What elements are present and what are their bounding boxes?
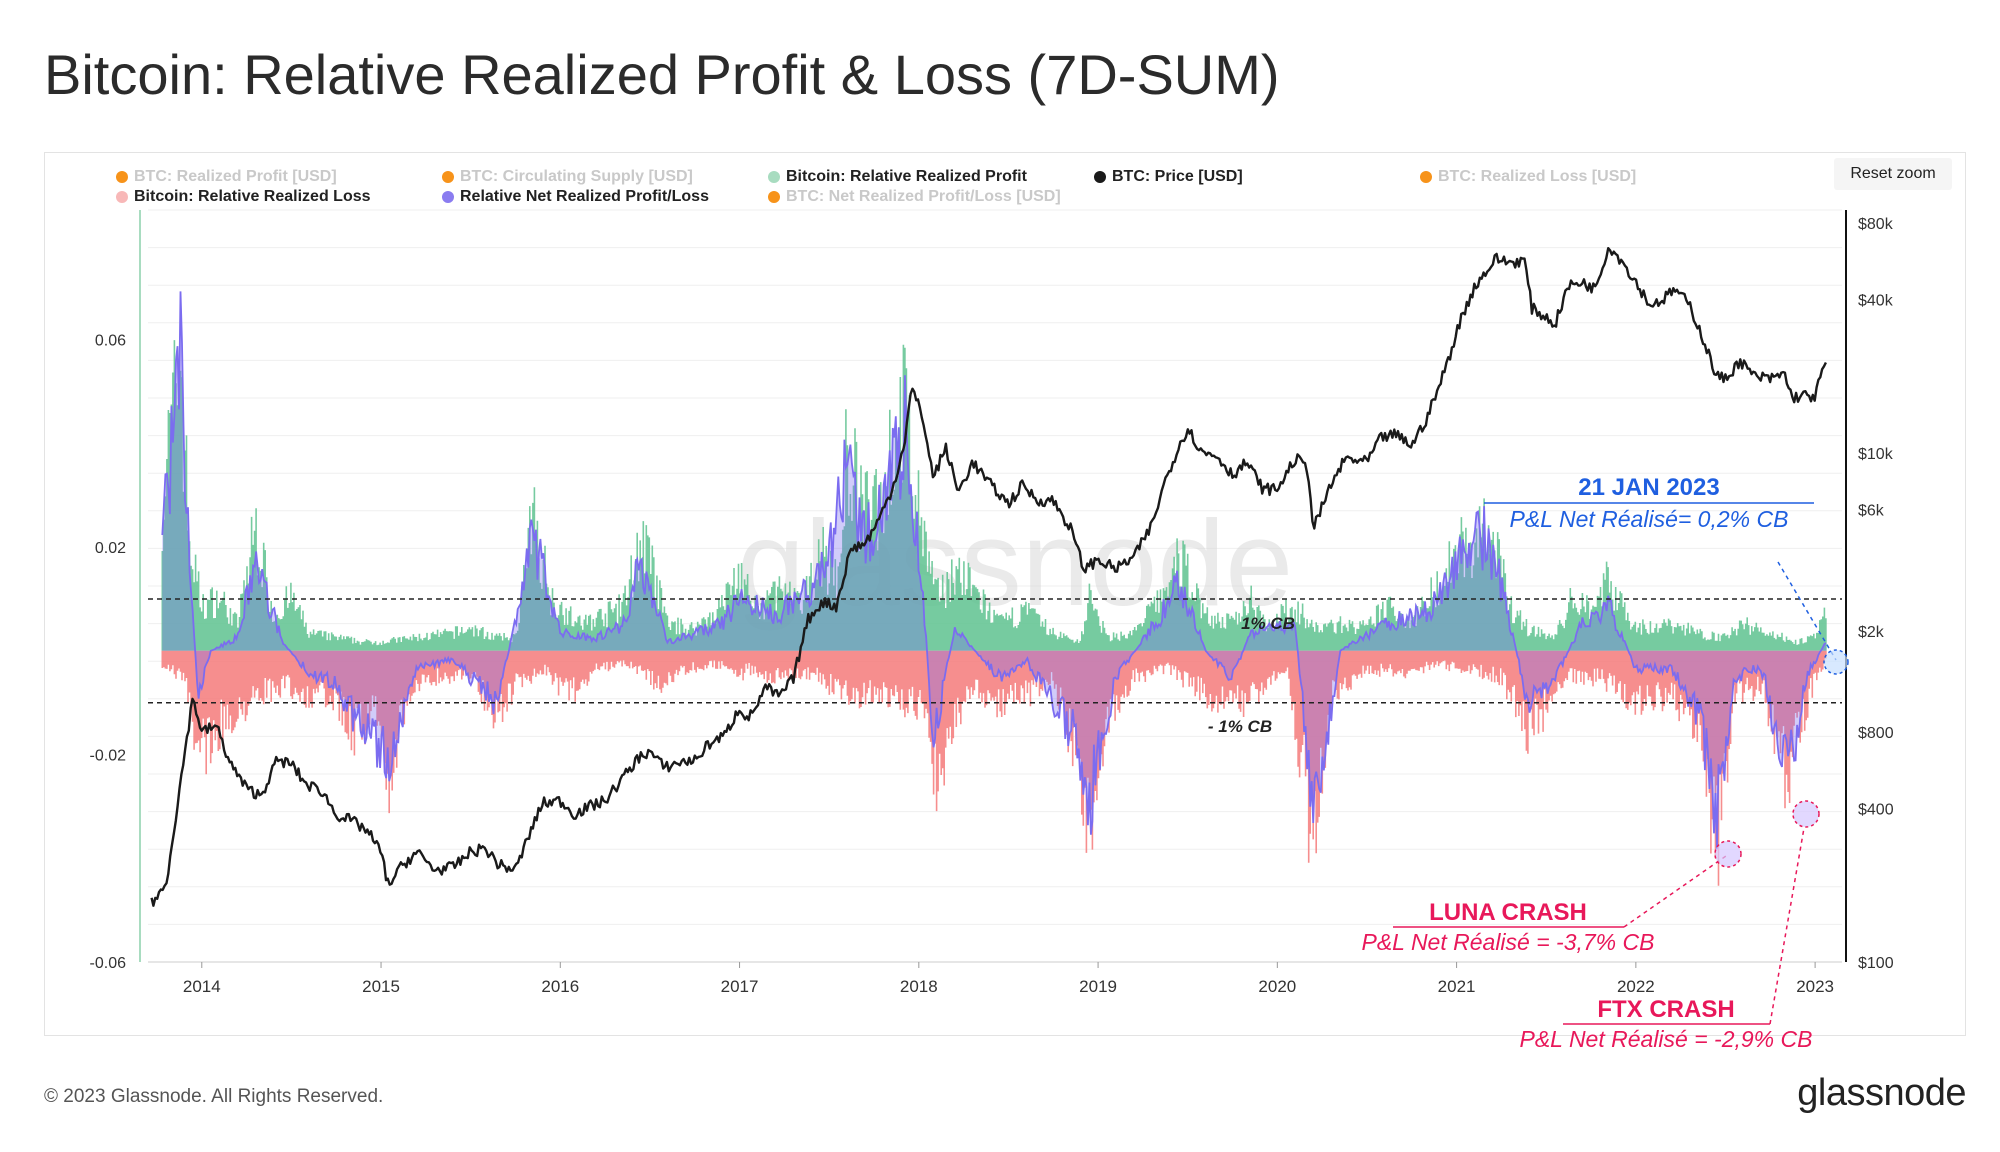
legend-dot xyxy=(1094,171,1106,183)
legend-item-4[interactable]: BTC: Realized Loss [USD] xyxy=(1420,168,1636,186)
legend-label: Bitcoin: Relative Realized Loss xyxy=(134,188,371,205)
brand-logo: glassnode xyxy=(1797,1072,1966,1114)
legend-item-5[interactable]: Bitcoin: Relative Realized Loss xyxy=(116,188,371,206)
legend-label: BTC: Realized Profit [USD] xyxy=(134,168,337,185)
legend-dot xyxy=(116,171,128,183)
legend-item-0[interactable]: BTC: Realized Profit [USD] xyxy=(116,168,337,186)
legend-dot xyxy=(768,171,780,183)
legend-item-3[interactable]: BTC: Price [USD] xyxy=(1094,168,1243,186)
legend-item-1[interactable]: BTC: Circulating Supply [USD] xyxy=(442,168,693,186)
legend-label: Relative Net Realized Profit/Loss xyxy=(460,188,709,205)
footer-copyright: © 2023 Glassnode. All Rights Reserved. xyxy=(44,1086,384,1107)
legend-dot xyxy=(768,191,780,203)
page-title: Bitcoin: Relative Realized Profit & Loss… xyxy=(44,43,1280,106)
legend-dot xyxy=(442,171,454,183)
legend-item-7[interactable]: BTC: Net Realized Profit/Loss [USD] xyxy=(768,188,1061,206)
legend-label: BTC: Price [USD] xyxy=(1112,168,1243,185)
legend-label: BTC: Realized Loss [USD] xyxy=(1438,168,1637,185)
legend-item-2[interactable]: Bitcoin: Relative Realized Profit xyxy=(768,168,1027,186)
legend-item-6[interactable]: Relative Net Realized Profit/Loss xyxy=(442,188,709,206)
legend-label: Bitcoin: Relative Realized Profit xyxy=(786,168,1027,185)
legend-label: BTC: Net Realized Profit/Loss [USD] xyxy=(786,188,1061,205)
legend-label: BTC: Circulating Supply [USD] xyxy=(460,168,693,185)
reset-zoom-button[interactable]: Reset zoom xyxy=(1834,158,1952,190)
chart-frame xyxy=(44,152,1966,1036)
legend-dot xyxy=(1420,171,1432,183)
legend-dot xyxy=(116,191,128,203)
legend-dot xyxy=(442,191,454,203)
